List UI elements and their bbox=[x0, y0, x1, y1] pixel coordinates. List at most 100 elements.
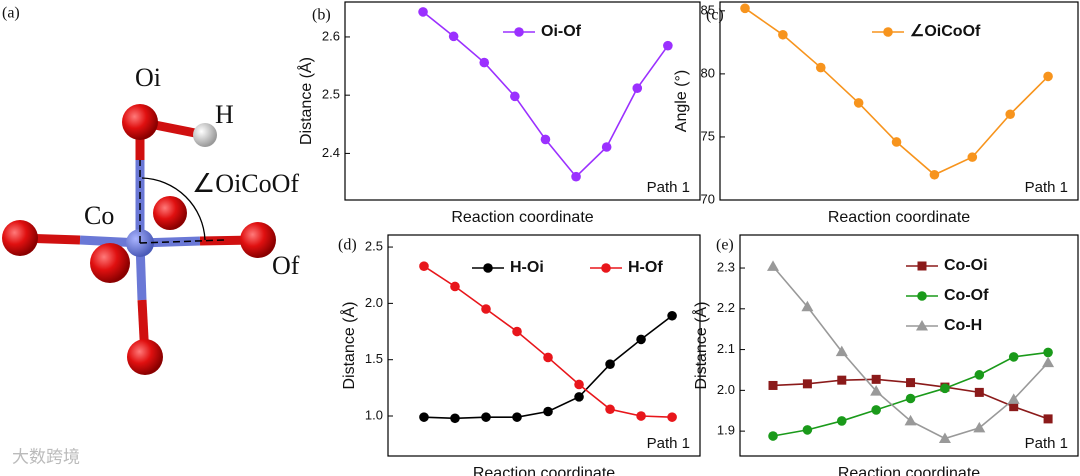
marker bbox=[448, 31, 459, 42]
y-tick-label: 1.0 bbox=[365, 407, 383, 422]
y-axis-label: Distance (Å) bbox=[691, 301, 710, 389]
panel: 2.4 2.5 2.6 Reaction coordinate Distance (Å)… bbox=[296, 1, 701, 226]
marker bbox=[632, 83, 643, 93]
y-axis-label: Distance (Å) bbox=[296, 57, 315, 145]
y-tick-label: 2.3 bbox=[717, 259, 735, 274]
marker bbox=[571, 171, 581, 182]
legend-marker bbox=[483, 263, 493, 273]
marker bbox=[636, 334, 646, 345]
marker bbox=[815, 62, 826, 73]
legend-label: Co-Of bbox=[944, 287, 989, 304]
plot-frame bbox=[739, 234, 1079, 457]
marker bbox=[802, 425, 813, 435]
marker bbox=[450, 281, 460, 292]
panel: 70 75 80 85 Reaction coordinate Angle (°) (c) P… bbox=[673, 1, 1079, 226]
annotation: Path 1 bbox=[647, 179, 690, 196]
legend-marker bbox=[601, 263, 611, 273]
marker bbox=[667, 412, 677, 422]
marker bbox=[906, 378, 916, 388]
watermark: 大数跨境 bbox=[12, 447, 80, 466]
marker bbox=[905, 393, 916, 404]
legend-label: H-Of bbox=[628, 259, 663, 276]
marker bbox=[574, 379, 584, 390]
legend-label: Oi-Of bbox=[541, 23, 582, 40]
marker bbox=[663, 40, 673, 51]
y-tick-label: 2.2 bbox=[717, 300, 735, 315]
marker bbox=[837, 375, 847, 385]
legend-label: Co-H bbox=[944, 317, 982, 334]
marker bbox=[1042, 356, 1055, 368]
marker bbox=[836, 416, 847, 426]
marker bbox=[543, 406, 553, 417]
marker bbox=[601, 142, 612, 152]
marker bbox=[802, 379, 812, 389]
y-tick-label: 70 bbox=[701, 191, 715, 206]
y-tick-label: 2.5 bbox=[365, 238, 383, 253]
marker bbox=[974, 387, 984, 397]
y-tick-label: 2.0 bbox=[365, 295, 383, 310]
legend-marker bbox=[916, 320, 928, 331]
y-tick-label: 2.0 bbox=[717, 382, 735, 397]
marker bbox=[479, 57, 490, 68]
panel: 1.9 2.0 2.1 2.2 2.3 Reaction coordinate Distan… bbox=[691, 234, 1079, 476]
legend-marker bbox=[883, 27, 893, 37]
panel: 1.0 1.5 2.0 2.5 Reaction coordinate Distance … bbox=[338, 234, 701, 476]
marker bbox=[605, 359, 615, 369]
marker bbox=[853, 98, 864, 108]
legend-marker bbox=[917, 261, 927, 271]
marker bbox=[512, 412, 522, 422]
x-axis-label: Reaction coordinate bbox=[838, 465, 980, 476]
marker bbox=[419, 412, 429, 422]
marker bbox=[667, 310, 677, 321]
marker bbox=[973, 421, 986, 433]
panel-label: (c) bbox=[706, 7, 724, 24]
series-line bbox=[772, 265, 1049, 440]
annotation: Path 1 bbox=[1025, 435, 1068, 452]
atom-label: H bbox=[215, 100, 234, 129]
marker bbox=[740, 3, 750, 14]
marker bbox=[1008, 352, 1019, 362]
y-tick-label: 80 bbox=[701, 65, 715, 80]
legend-marker bbox=[514, 27, 524, 37]
marker bbox=[1043, 71, 1053, 82]
marker bbox=[768, 380, 778, 390]
panel-label: (a) bbox=[2, 5, 20, 22]
marker bbox=[1007, 393, 1020, 404]
marker bbox=[1005, 109, 1015, 120]
atom-label: Of bbox=[272, 251, 300, 280]
x-axis-label: Reaction coordinate bbox=[828, 209, 970, 226]
marker bbox=[418, 7, 428, 17]
y-tick-label: 1.5 bbox=[365, 351, 383, 366]
y-tick-label: 2.4 bbox=[322, 145, 340, 160]
marker bbox=[929, 169, 940, 180]
y-tick-label: 2.5 bbox=[322, 87, 340, 102]
marker bbox=[938, 432, 951, 443]
y-axis-label: Distance (Å) bbox=[339, 301, 358, 389]
marker bbox=[767, 260, 780, 271]
legend-marker bbox=[917, 291, 927, 301]
marker bbox=[778, 29, 788, 40]
marker bbox=[974, 370, 985, 380]
marker bbox=[967, 152, 978, 162]
panel-label: (d) bbox=[338, 237, 357, 254]
series-line bbox=[423, 265, 673, 418]
series-line bbox=[423, 315, 673, 420]
marker bbox=[904, 414, 917, 426]
marker bbox=[835, 345, 848, 357]
y-tick-label: 75 bbox=[701, 128, 715, 143]
marker bbox=[1043, 414, 1053, 424]
annotation: Path 1 bbox=[1025, 179, 1068, 196]
marker bbox=[510, 91, 520, 102]
marker bbox=[481, 304, 491, 314]
y-tick-label: 2.1 bbox=[717, 341, 735, 356]
molecule: (a) Oi H Co Of ∠OiCoOf 大数跨境 bbox=[2, 5, 300, 466]
marker bbox=[891, 137, 902, 147]
marker bbox=[450, 413, 460, 424]
marker bbox=[512, 326, 522, 337]
atom-label: Co bbox=[84, 201, 114, 230]
y-tick-label: 1.9 bbox=[717, 423, 735, 438]
atom-label: Oi bbox=[135, 63, 161, 92]
marker bbox=[1043, 347, 1053, 358]
marker bbox=[871, 405, 881, 415]
